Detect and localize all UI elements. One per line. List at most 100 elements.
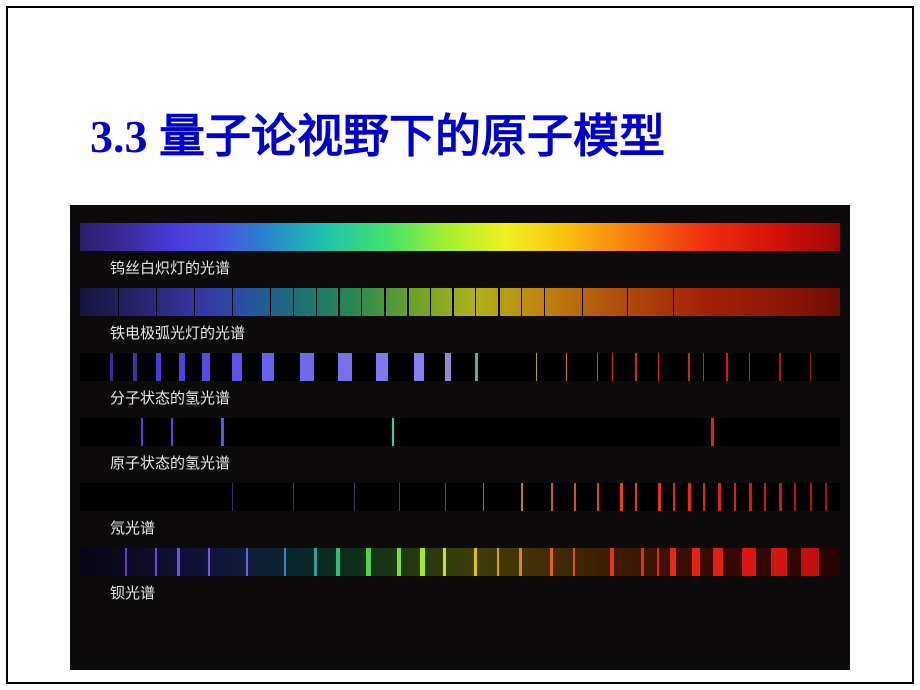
emission-line (726, 353, 728, 381)
absorption-line (521, 288, 522, 316)
emission-line (232, 483, 233, 511)
absorption-line (118, 288, 119, 316)
emission-line (635, 353, 637, 381)
absorption-line (156, 288, 157, 316)
emission-line (397, 548, 401, 576)
emission-line (497, 548, 499, 576)
absorption-line (270, 288, 271, 316)
spectrum-label-h2-molecular: 分子状态的氢光谱 (110, 387, 840, 408)
emission-line (742, 548, 756, 576)
spectrum-bar-barium (80, 548, 840, 576)
emission-line (156, 353, 161, 381)
emission-line (445, 353, 451, 381)
emission-line (171, 418, 173, 446)
emission-line (749, 483, 752, 511)
slide-page: 3.3 量子论视野下的原子模型 钨丝白炽灯的光谱铁电极弧光灯的光谱分子状态的氢光… (0, 0, 920, 690)
emission-line (420, 548, 425, 576)
emission-line (794, 483, 796, 511)
emission-line (673, 483, 675, 511)
continuous-base (80, 548, 840, 576)
emission-line (246, 548, 248, 576)
emission-line (392, 418, 394, 446)
emission-line (536, 353, 537, 381)
emission-line (521, 483, 523, 511)
emission-line (300, 353, 314, 381)
absorption-line (430, 288, 431, 316)
spectrum-row-tungsten: 钨丝白炽灯的光谱 (80, 223, 840, 278)
emission-line (703, 483, 705, 511)
spectrum-label-h-atomic: 原子状态的氢光谱 (110, 452, 840, 473)
emission-line (810, 483, 812, 511)
emission-line (179, 353, 185, 381)
emission-line (779, 483, 782, 511)
emission-line (414, 353, 424, 381)
spectrum-row-iron-arc: 铁电极弧光灯的光谱 (80, 288, 840, 343)
absorption-line (338, 288, 340, 316)
emission-line (141, 418, 143, 446)
spectra-panel: 钨丝白炽灯的光谱铁电极弧光灯的光谱分子状态的氢光谱原子状态的氢光谱氖光谱钡光谱 (70, 205, 850, 670)
emission-line (483, 483, 484, 511)
emission-line (354, 483, 355, 511)
emission-line (610, 548, 614, 576)
absorption-line (194, 288, 195, 316)
absorption-line (316, 288, 317, 316)
emission-line (825, 483, 827, 511)
emission-line (597, 483, 599, 511)
absorption-line (407, 288, 409, 316)
emission-line (338, 353, 352, 381)
emission-line (713, 548, 723, 576)
emission-line (445, 483, 446, 511)
absorption-line (498, 288, 500, 316)
emission-line (399, 483, 400, 511)
spectrum-bar-tungsten (80, 223, 840, 251)
emission-line (801, 548, 819, 576)
emission-line (703, 353, 704, 381)
emission-line (612, 353, 613, 381)
emission-line (641, 548, 644, 576)
emission-line (177, 548, 180, 576)
emission-line (658, 483, 661, 511)
emission-line (221, 418, 224, 446)
absorption-line (475, 288, 476, 316)
spectrum-bar-neon (80, 483, 840, 511)
emission-line (475, 353, 478, 381)
spectrum-label-neon: 氖光谱 (110, 517, 840, 538)
absorption-line (544, 288, 545, 316)
emission-line (688, 483, 691, 511)
emission-line (133, 353, 137, 381)
absorption-line (582, 288, 583, 316)
spectrum-label-iron-arc: 铁电极弧光灯的光谱 (110, 322, 840, 343)
emission-line (566, 353, 567, 381)
emission-line (574, 483, 576, 511)
emission-line (125, 548, 127, 576)
absorption-line (673, 288, 674, 316)
emission-line (314, 548, 317, 576)
emission-line (670, 548, 676, 576)
spectrum-row-barium: 钡光谱 (80, 548, 840, 603)
continuous-spectrum (80, 223, 840, 251)
emission-line (232, 353, 242, 381)
emission-line (779, 353, 781, 381)
emission-line (688, 353, 690, 381)
emission-line (597, 353, 598, 381)
emission-line (658, 353, 659, 381)
emission-line (711, 418, 714, 446)
emission-line (443, 548, 446, 576)
absorption-line (361, 288, 362, 316)
emission-line (208, 548, 210, 576)
page-title: 3.3 量子论视野下的原子模型 (90, 100, 665, 166)
emission-line (635, 483, 637, 511)
emission-line (657, 548, 659, 576)
emission-line (262, 353, 274, 381)
emission-line (376, 353, 388, 381)
emission-line (573, 548, 575, 576)
emission-line (155, 548, 157, 576)
spectrum-bar-h-atomic (80, 418, 840, 446)
emission-line (474, 548, 477, 576)
absorption-line (627, 288, 628, 316)
spectrum-row-h2-molecular: 分子状态的氢光谱 (80, 353, 840, 408)
emission-line (550, 548, 553, 576)
emission-line (110, 353, 113, 381)
absorption-line (232, 288, 233, 316)
emission-line (764, 483, 766, 511)
